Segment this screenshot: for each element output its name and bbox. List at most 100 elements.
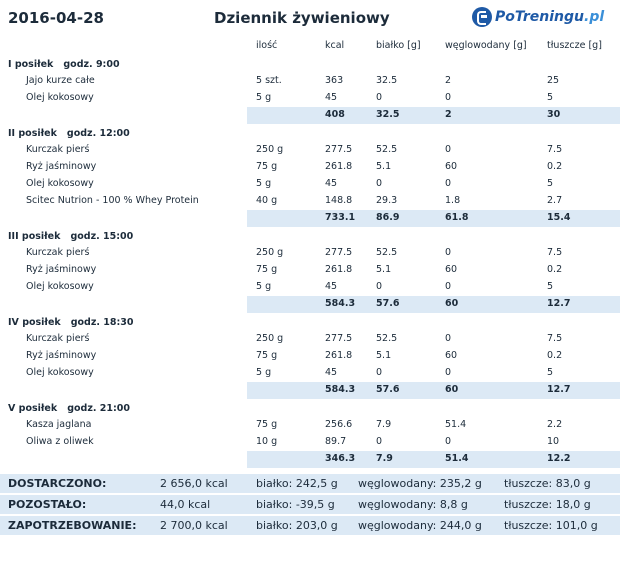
food-kcal: 277.5 bbox=[325, 333, 353, 344]
food-protein: 5.1 bbox=[376, 161, 392, 172]
totals-fat: tłuszcze: 83,0 g bbox=[504, 477, 591, 490]
summary-protein: 86.9 bbox=[376, 212, 400, 223]
food-name: Olej kokosowy bbox=[26, 92, 94, 103]
food-carbs: 60 bbox=[445, 350, 458, 361]
logo[interactable]: PoTreningu.pl bbox=[472, 6, 604, 28]
food-fat: 2.2 bbox=[547, 419, 563, 430]
food-carbs: 60 bbox=[445, 264, 458, 275]
food-fat: 7.5 bbox=[547, 333, 563, 344]
summary-protein: 57.6 bbox=[376, 298, 400, 309]
summary-kcal: 408 bbox=[325, 109, 345, 120]
totals-label: DOSTARCZONO: bbox=[8, 477, 107, 490]
summary-kcal: 584.3 bbox=[325, 298, 356, 309]
column-header-qty: ilość bbox=[256, 40, 278, 51]
column-header-carbs: węglowodany [g] bbox=[445, 40, 527, 51]
food-qty: 75 g bbox=[256, 264, 278, 275]
totals-row: POZOSTAŁO: 44,0 kcal białko: -39,5 g węglow… bbox=[0, 495, 620, 514]
summary-kcal: 733.1 bbox=[325, 212, 356, 223]
table-row: Olej kokosowy 5 g 45 0 0 5 bbox=[0, 279, 620, 296]
food-name: Kasza jaglana bbox=[26, 419, 92, 430]
food-qty: 250 g bbox=[256, 247, 284, 258]
table-row: Ryż jaśminowy 75 g 261.8 5.1 60 0.2 bbox=[0, 348, 620, 365]
food-kcal: 261.8 bbox=[325, 264, 353, 275]
table-row: Jajo kurze całe 5 szt. 363 32.5 2 25 bbox=[0, 73, 620, 90]
meal-name: IV posiłek bbox=[8, 317, 61, 328]
food-carbs: 0 bbox=[445, 367, 452, 378]
meal-title: V posiłek godz. 21:00 bbox=[8, 403, 130, 414]
food-protein: 5.1 bbox=[376, 350, 392, 361]
report-date: 2016-04-28 bbox=[8, 9, 104, 27]
totals-fat: tłuszcze: 18,0 g bbox=[504, 498, 591, 511]
logo-icon bbox=[472, 7, 492, 27]
page-title: Dziennik żywieniowy bbox=[214, 9, 390, 27]
food-qty: 5 g bbox=[256, 367, 272, 378]
food-fat: 5 bbox=[547, 178, 554, 189]
meal-summary-row: 584.3 57.6 60 12.7 bbox=[247, 296, 620, 313]
table-row: Ryż jaśminowy 75 g 261.8 5.1 60 0.2 bbox=[0, 262, 620, 279]
meal-name: I posiłek bbox=[8, 59, 54, 70]
food-name: Olej kokosowy bbox=[26, 281, 94, 292]
summary-fat: 15.4 bbox=[547, 212, 571, 223]
food-kcal: 45 bbox=[325, 281, 338, 292]
food-fat: 5 bbox=[547, 92, 554, 103]
table-row: Kasza jaglana 75 g 256.6 7.9 51.4 2.2 bbox=[0, 417, 620, 434]
food-qty: 75 g bbox=[256, 419, 278, 430]
food-carbs: 0 bbox=[445, 333, 452, 344]
food-qty: 40 g bbox=[256, 195, 278, 206]
meal-title: IV posiłek godz. 18:30 bbox=[8, 317, 134, 328]
table-row: Ryż jaśminowy 75 g 261.8 5.1 60 0.2 bbox=[0, 159, 620, 176]
food-carbs: 1.8 bbox=[445, 195, 461, 206]
food-name: Ryż jaśminowy bbox=[26, 161, 97, 172]
food-kcal: 89.7 bbox=[325, 436, 347, 447]
table-row: Oliwa z oliwek 10 g 89.7 0 0 10 bbox=[0, 434, 620, 451]
food-carbs: 0 bbox=[445, 436, 452, 447]
food-carbs: 51.4 bbox=[445, 419, 467, 430]
food-protein: 5.1 bbox=[376, 264, 392, 275]
column-header-fat: tłuszcze [g] bbox=[547, 40, 602, 51]
totals-protein: białko: -39,5 g bbox=[256, 498, 335, 511]
meal-hour: godz. 21:00 bbox=[67, 403, 130, 414]
meal-title: I posiłek godz. 9:00 bbox=[8, 59, 120, 70]
summary-fat: 12.2 bbox=[547, 453, 571, 464]
food-qty: 5 g bbox=[256, 92, 272, 103]
food-qty: 250 g bbox=[256, 144, 284, 155]
totals-fat: tłuszcze: 101,0 g bbox=[504, 519, 598, 532]
summary-protein: 32.5 bbox=[376, 109, 400, 120]
meal-summary-row: 733.1 86.9 61.8 15.4 bbox=[247, 210, 620, 227]
food-carbs: 2 bbox=[445, 75, 452, 86]
totals-label: POZOSTAŁO: bbox=[8, 498, 87, 511]
totals-row: ZAPOTRZEBOWANIE: 2 700,0 kcal białko: 203,… bbox=[0, 516, 620, 535]
summary-fat: 12.7 bbox=[547, 298, 571, 309]
food-qty: 5 szt. bbox=[256, 75, 282, 86]
table-row: Olej kokosowy 5 g 45 0 0 5 bbox=[0, 176, 620, 193]
meal-name: II posiłek bbox=[8, 128, 57, 139]
summary-carbs: 2 bbox=[445, 109, 452, 120]
food-fat: 0.2 bbox=[547, 350, 563, 361]
totals-kcal: 44,0 kcal bbox=[160, 498, 211, 511]
food-name: Kurczak pierś bbox=[26, 144, 90, 155]
summary-kcal: 584.3 bbox=[325, 384, 356, 395]
totals-carbs: węglowodany: 244,0 g bbox=[358, 519, 482, 532]
food-protein: 0 bbox=[376, 367, 383, 378]
totals-protein: białko: 203,0 g bbox=[256, 519, 338, 532]
table-row: Scitec Nutrion - 100 % Whey Protein 40 g 1… bbox=[0, 193, 620, 210]
food-carbs: 0 bbox=[445, 178, 452, 189]
food-qty: 5 g bbox=[256, 281, 272, 292]
summary-protein: 57.6 bbox=[376, 384, 400, 395]
column-header-protein: białko [g] bbox=[376, 40, 421, 51]
food-kcal: 45 bbox=[325, 367, 338, 378]
food-protein: 52.5 bbox=[376, 144, 398, 155]
food-protein: 32.5 bbox=[376, 75, 398, 86]
summary-carbs: 60 bbox=[445, 384, 459, 395]
food-protein: 7.9 bbox=[376, 419, 392, 430]
food-name: Ryż jaśminowy bbox=[26, 264, 97, 275]
food-carbs: 60 bbox=[445, 161, 458, 172]
table-row: Kurczak pierś 250 g 277.5 52.5 0 7.5 bbox=[0, 245, 620, 262]
food-protein: 29.3 bbox=[376, 195, 398, 206]
food-protein: 0 bbox=[376, 178, 383, 189]
food-name: Scitec Nutrion - 100 % Whey Protein bbox=[26, 195, 199, 206]
totals-carbs: węglowodany: 8,8 g bbox=[358, 498, 468, 511]
food-protein: 52.5 bbox=[376, 247, 398, 258]
summary-protein: 7.9 bbox=[376, 453, 393, 464]
meal-hour: godz. 18:30 bbox=[70, 317, 134, 328]
